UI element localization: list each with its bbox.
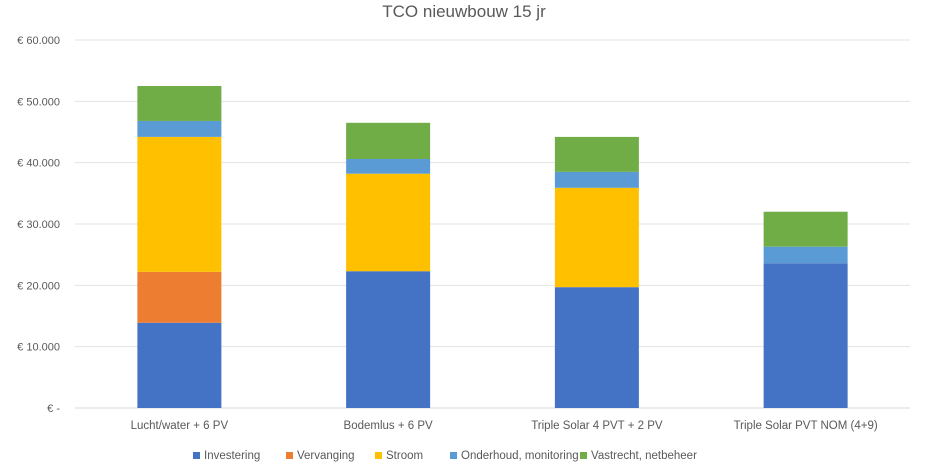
legend-item: Vervanging xyxy=(286,450,355,462)
bar-segment-investering xyxy=(346,271,431,408)
legend-swatch xyxy=(375,452,382,459)
bar-segment-investering xyxy=(554,287,639,408)
y-tick-label: € 30.000 xyxy=(17,219,60,231)
legend-item: Investering xyxy=(193,450,260,462)
legend-item: Stroom xyxy=(375,450,423,462)
legend-label: Investering xyxy=(204,450,260,462)
bar-segment-vervanging xyxy=(137,271,222,323)
legend-swatch xyxy=(450,452,457,459)
legend-label: Vervanging xyxy=(297,450,355,462)
x-tick-label: Triple Solar 4 PVT + 2 PV xyxy=(531,420,663,432)
x-tick-label: Lucht/water + 6 PV xyxy=(131,420,229,432)
legend-item: Onderhoud, monitoring xyxy=(450,450,579,462)
bar-segment-onderhoud-monitoring xyxy=(554,171,639,188)
x-tick-label: Triple Solar PVT NOM (4+9) xyxy=(734,420,878,432)
legend-label: Onderhoud, monitoring xyxy=(461,450,579,462)
bar-segment-vastrecht-netbeheer xyxy=(346,122,431,159)
y-tick-label: € 60.000 xyxy=(17,35,60,47)
x-tick-label: Bodemlus + 6 PV xyxy=(344,420,434,432)
bar-segment-vastrecht-netbeheer xyxy=(137,86,222,121)
bar-segment-stroom xyxy=(346,173,431,272)
legend-swatch xyxy=(193,452,200,459)
y-tick-label: € 10.000 xyxy=(17,342,60,354)
legend-swatch xyxy=(286,452,293,459)
y-tick-label: € 50.000 xyxy=(17,96,60,108)
y-tick-label: € 20.000 xyxy=(17,280,60,292)
bar-segment-onderhoud-monitoring xyxy=(137,120,222,137)
legend-swatch xyxy=(580,452,587,459)
bar-segment-vastrecht-netbeheer xyxy=(763,211,848,247)
bar-segment-stroom xyxy=(137,136,222,272)
chart-title: TCO nieuwbouw 15 jr xyxy=(382,2,546,21)
legend-item: Vastrecht, netbeheer xyxy=(580,450,697,462)
bar-segment-onderhoud-monitoring xyxy=(346,158,431,174)
bar-segment-onderhoud-monitoring xyxy=(763,246,848,264)
bar-segment-investering xyxy=(763,263,848,408)
y-tick-label: € - xyxy=(47,403,60,415)
legend-label: Vastrecht, netbeheer xyxy=(591,450,697,462)
bar-segment-investering xyxy=(137,322,222,408)
y-tick-label: € 40.000 xyxy=(17,158,60,170)
legend-label: Stroom xyxy=(386,450,423,462)
bar-segment-stroom xyxy=(554,187,639,288)
bar-segment-vastrecht-netbeheer xyxy=(554,136,639,172)
